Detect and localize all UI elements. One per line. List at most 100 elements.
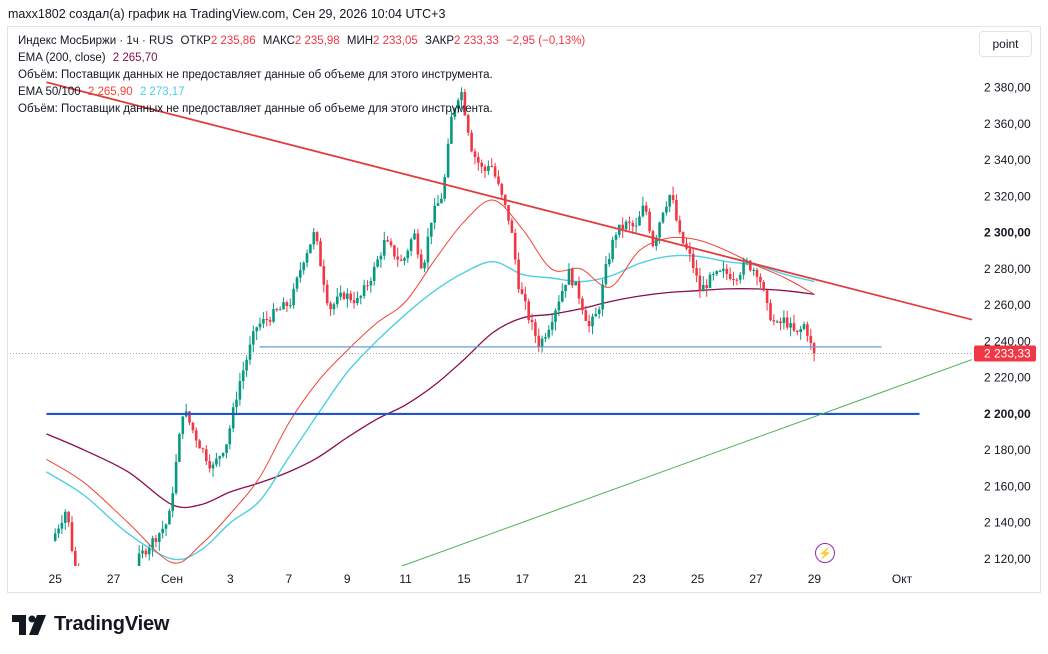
candle-body	[77, 572, 80, 602]
ema50-line	[46, 254, 815, 561]
candle-body	[520, 289, 524, 294]
candle-body	[289, 305, 292, 307]
candle-body	[228, 428, 232, 445]
chart-frame	[7, 26, 1041, 593]
brand-logo[interactable]: TradingView	[12, 613, 169, 636]
legend-row-ema200: EMA (200, close) 2 265,70	[18, 52, 162, 64]
candle-body	[631, 222, 635, 227]
price-tick-label: 2 200,00	[984, 407, 1031, 421]
candle-body	[759, 276, 762, 282]
candle-body	[477, 157, 480, 163]
candle-body	[775, 321, 779, 323]
candle-body	[225, 444, 228, 453]
candle-body	[782, 317, 786, 323]
candle-body	[315, 232, 319, 242]
candle-body	[497, 176, 500, 184]
candle-body	[597, 309, 601, 314]
candle-body	[218, 456, 221, 459]
candle-body	[325, 284, 329, 304]
candle-body	[312, 232, 316, 245]
candle-body	[537, 335, 541, 347]
candle-body	[285, 302, 289, 306]
candle-body	[362, 285, 366, 296]
legend-ema200-label[interactable]: EMA (200, close)	[18, 52, 106, 64]
price-tick-label: 2 220,00	[984, 371, 1031, 385]
candle-body	[309, 244, 312, 254]
candle-body	[574, 281, 577, 286]
candle-body	[258, 323, 262, 328]
candle-body	[356, 297, 359, 304]
candle-body	[299, 270, 302, 278]
candle-body	[749, 260, 752, 271]
lightning-icon[interactable]: ⚡	[815, 543, 835, 563]
candle-body	[278, 309, 282, 311]
legend-symbol[interactable]: Индекс МосБиржи · 1ч · RUS	[18, 35, 174, 47]
candle-body	[168, 510, 171, 525]
time-tick-label: 7	[285, 572, 292, 586]
candle-body	[426, 236, 430, 263]
candle-body	[517, 259, 520, 290]
candle-body	[208, 461, 211, 469]
candle-body	[466, 115, 470, 133]
candle-body	[769, 303, 772, 321]
candle-body	[665, 206, 668, 213]
candle-body	[702, 285, 705, 292]
candle-body	[524, 293, 527, 302]
candle-body	[621, 224, 624, 229]
candle-body	[416, 233, 420, 255]
candle-body	[765, 290, 769, 303]
price-tick-label: 2 300,00	[984, 226, 1031, 240]
candle-body	[282, 302, 285, 310]
candle-body	[245, 359, 248, 371]
candle-body	[174, 461, 178, 494]
candle-body	[728, 273, 732, 279]
legend-open-value: 2 235,86	[210, 35, 256, 47]
price-tick-label: 2 180,00	[984, 443, 1031, 457]
candle-body	[755, 269, 759, 277]
candle-body	[671, 195, 675, 200]
time-tick-label: 27	[107, 572, 121, 586]
time-tick-label: Сен	[161, 572, 183, 586]
candle-body	[554, 310, 557, 322]
candle-body	[601, 284, 604, 310]
candle-body	[705, 285, 708, 288]
candle-body	[215, 458, 218, 465]
legend-close-value: 2 233,33	[454, 35, 499, 47]
price-tick-label: 2 320,00	[984, 189, 1031, 203]
candle-body	[396, 256, 399, 260]
candle-body	[634, 225, 638, 227]
last-price-label: 2 233,33	[984, 347, 1031, 361]
candle-body	[359, 296, 363, 298]
candle-body	[191, 422, 195, 431]
candle-body	[463, 92, 467, 116]
candle-body	[252, 331, 255, 345]
candle-body	[712, 274, 715, 276]
candle-body	[248, 344, 252, 360]
candle-body	[158, 533, 161, 542]
candle-body	[507, 205, 510, 221]
candle-body	[346, 293, 349, 299]
indicator-layer	[46, 199, 815, 564]
candle-body	[295, 277, 299, 289]
candle-body	[752, 269, 755, 271]
price-axis[interactable]: 2 120,00 2 140,00 2 160,00 2 180,00 2 200,00…	[974, 81, 1036, 566]
candle-body	[336, 296, 339, 305]
candle-body	[513, 232, 517, 260]
candle-body	[141, 550, 144, 554]
candle-body	[144, 550, 148, 555]
legend-ema-pair-label[interactable]: EMA 50/100	[18, 86, 81, 98]
candle-body	[403, 258, 406, 261]
time-tick-label: Окт	[892, 572, 913, 586]
candle-body	[57, 528, 60, 534]
ema200-line	[46, 288, 815, 509]
price-tick-label: 2 260,00	[984, 298, 1031, 312]
candle-body	[376, 259, 379, 267]
tradingview-logo-icon	[12, 614, 46, 635]
candle-body	[799, 329, 802, 332]
candle-body	[329, 303, 332, 310]
point-button[interactable]: point	[979, 31, 1032, 57]
candle-body	[332, 304, 336, 310]
candle-body	[413, 233, 416, 240]
time-axis[interactable]: 25 27 Сен 3 7 9 11 15 17 21 23 25 27 29 Окт	[49, 572, 913, 586]
